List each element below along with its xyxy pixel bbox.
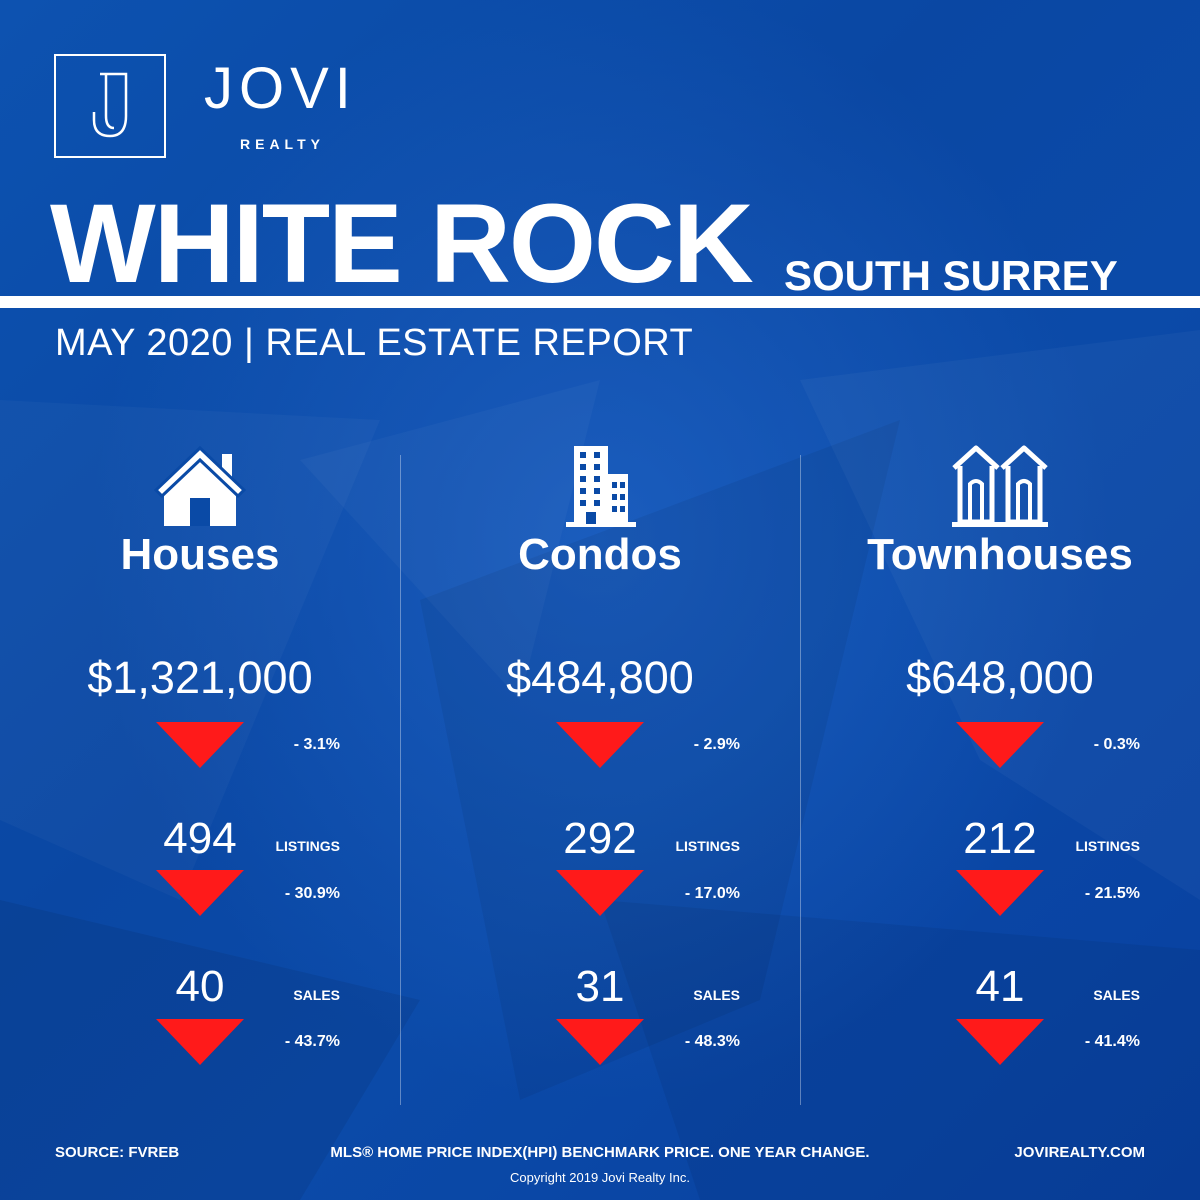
- footer-note: MLS® HOME PRICE INDEX(HPI) BENCHMARK PRI…: [330, 1144, 870, 1161]
- benchmark-price: $648,000: [906, 652, 1094, 703]
- listings-count: 494: [163, 814, 237, 863]
- category-name: Houses: [120, 530, 280, 579]
- sales-change: - 48.3%: [684, 1033, 740, 1050]
- listings-label: LISTINGS: [1075, 838, 1140, 854]
- column-divider: [800, 455, 801, 1105]
- brand-name: JOVI: [204, 56, 357, 121]
- title-rule: [0, 296, 1200, 308]
- column-divider: [400, 455, 401, 1105]
- down-arrow-icon: [556, 722, 644, 768]
- listings-label: LISTINGS: [275, 838, 340, 854]
- down-arrow-icon: [156, 1019, 244, 1065]
- logo: [54, 54, 166, 158]
- price-change: - 0.3%: [1093, 736, 1140, 753]
- listings-change: - 30.9%: [284, 885, 340, 902]
- price-change: - 2.9%: [693, 736, 740, 753]
- house-icon: [153, 445, 247, 526]
- down-arrow-icon: [556, 1019, 644, 1065]
- sales-label: SALES: [693, 987, 740, 1003]
- building-icon: [566, 446, 636, 527]
- down-arrow-icon: [556, 870, 644, 916]
- sales-count: 41: [975, 962, 1025, 1011]
- copyright: Copyright 2019 Jovi Realty Inc.: [510, 1170, 690, 1185]
- category-name: Condos: [518, 530, 682, 579]
- listings-change: - 17.0%: [684, 885, 740, 902]
- benchmark-price: $1,321,000: [87, 652, 313, 703]
- brand-subtitle: REALTY: [240, 136, 325, 152]
- report-heading: MAY 2020 | REAL ESTATE REPORT: [55, 322, 694, 364]
- listings-label: LISTINGS: [675, 838, 740, 854]
- sales-label: SALES: [293, 987, 340, 1003]
- down-arrow-icon: [956, 1019, 1044, 1065]
- listings-count: 212: [963, 814, 1037, 863]
- category-column-condos: Condos $484,800 - 2.9% 292 LISTINGS - 17…: [400, 430, 800, 1090]
- down-arrow-icon: [956, 722, 1044, 768]
- j-logo-mark: [92, 72, 128, 138]
- category-column-townhouses: Townhouses $648,000 - 0.3% 212 LISTINGS …: [800, 430, 1200, 1090]
- down-arrow-icon: [156, 870, 244, 916]
- down-arrow-icon: [156, 722, 244, 768]
- category-name: Townhouses: [867, 530, 1133, 579]
- listings-change: - 21.5%: [1084, 885, 1140, 902]
- page-title: WHITE ROCK: [50, 181, 754, 306]
- sales-label: SALES: [1093, 987, 1140, 1003]
- down-arrow-icon: [956, 870, 1044, 916]
- footer-source: SOURCE: FVREB: [55, 1144, 180, 1161]
- townhouse-icon: [952, 445, 1048, 527]
- sales-count: 31: [575, 962, 625, 1011]
- sales-change: - 41.4%: [1084, 1033, 1140, 1050]
- price-change: - 3.1%: [293, 736, 340, 753]
- sales-count: 40: [175, 962, 225, 1011]
- benchmark-price: $484,800: [506, 652, 694, 703]
- page-subtitle: SOUTH SURREY: [784, 252, 1118, 299]
- listings-count: 292: [563, 814, 637, 863]
- footer-website-link[interactable]: JOVIREALTY.COM: [1014, 1144, 1145, 1161]
- sales-change: - 43.7%: [284, 1033, 340, 1050]
- category-column-houses: Houses $1,321,000 - 3.1% 494 LISTINGS - …: [0, 430, 400, 1090]
